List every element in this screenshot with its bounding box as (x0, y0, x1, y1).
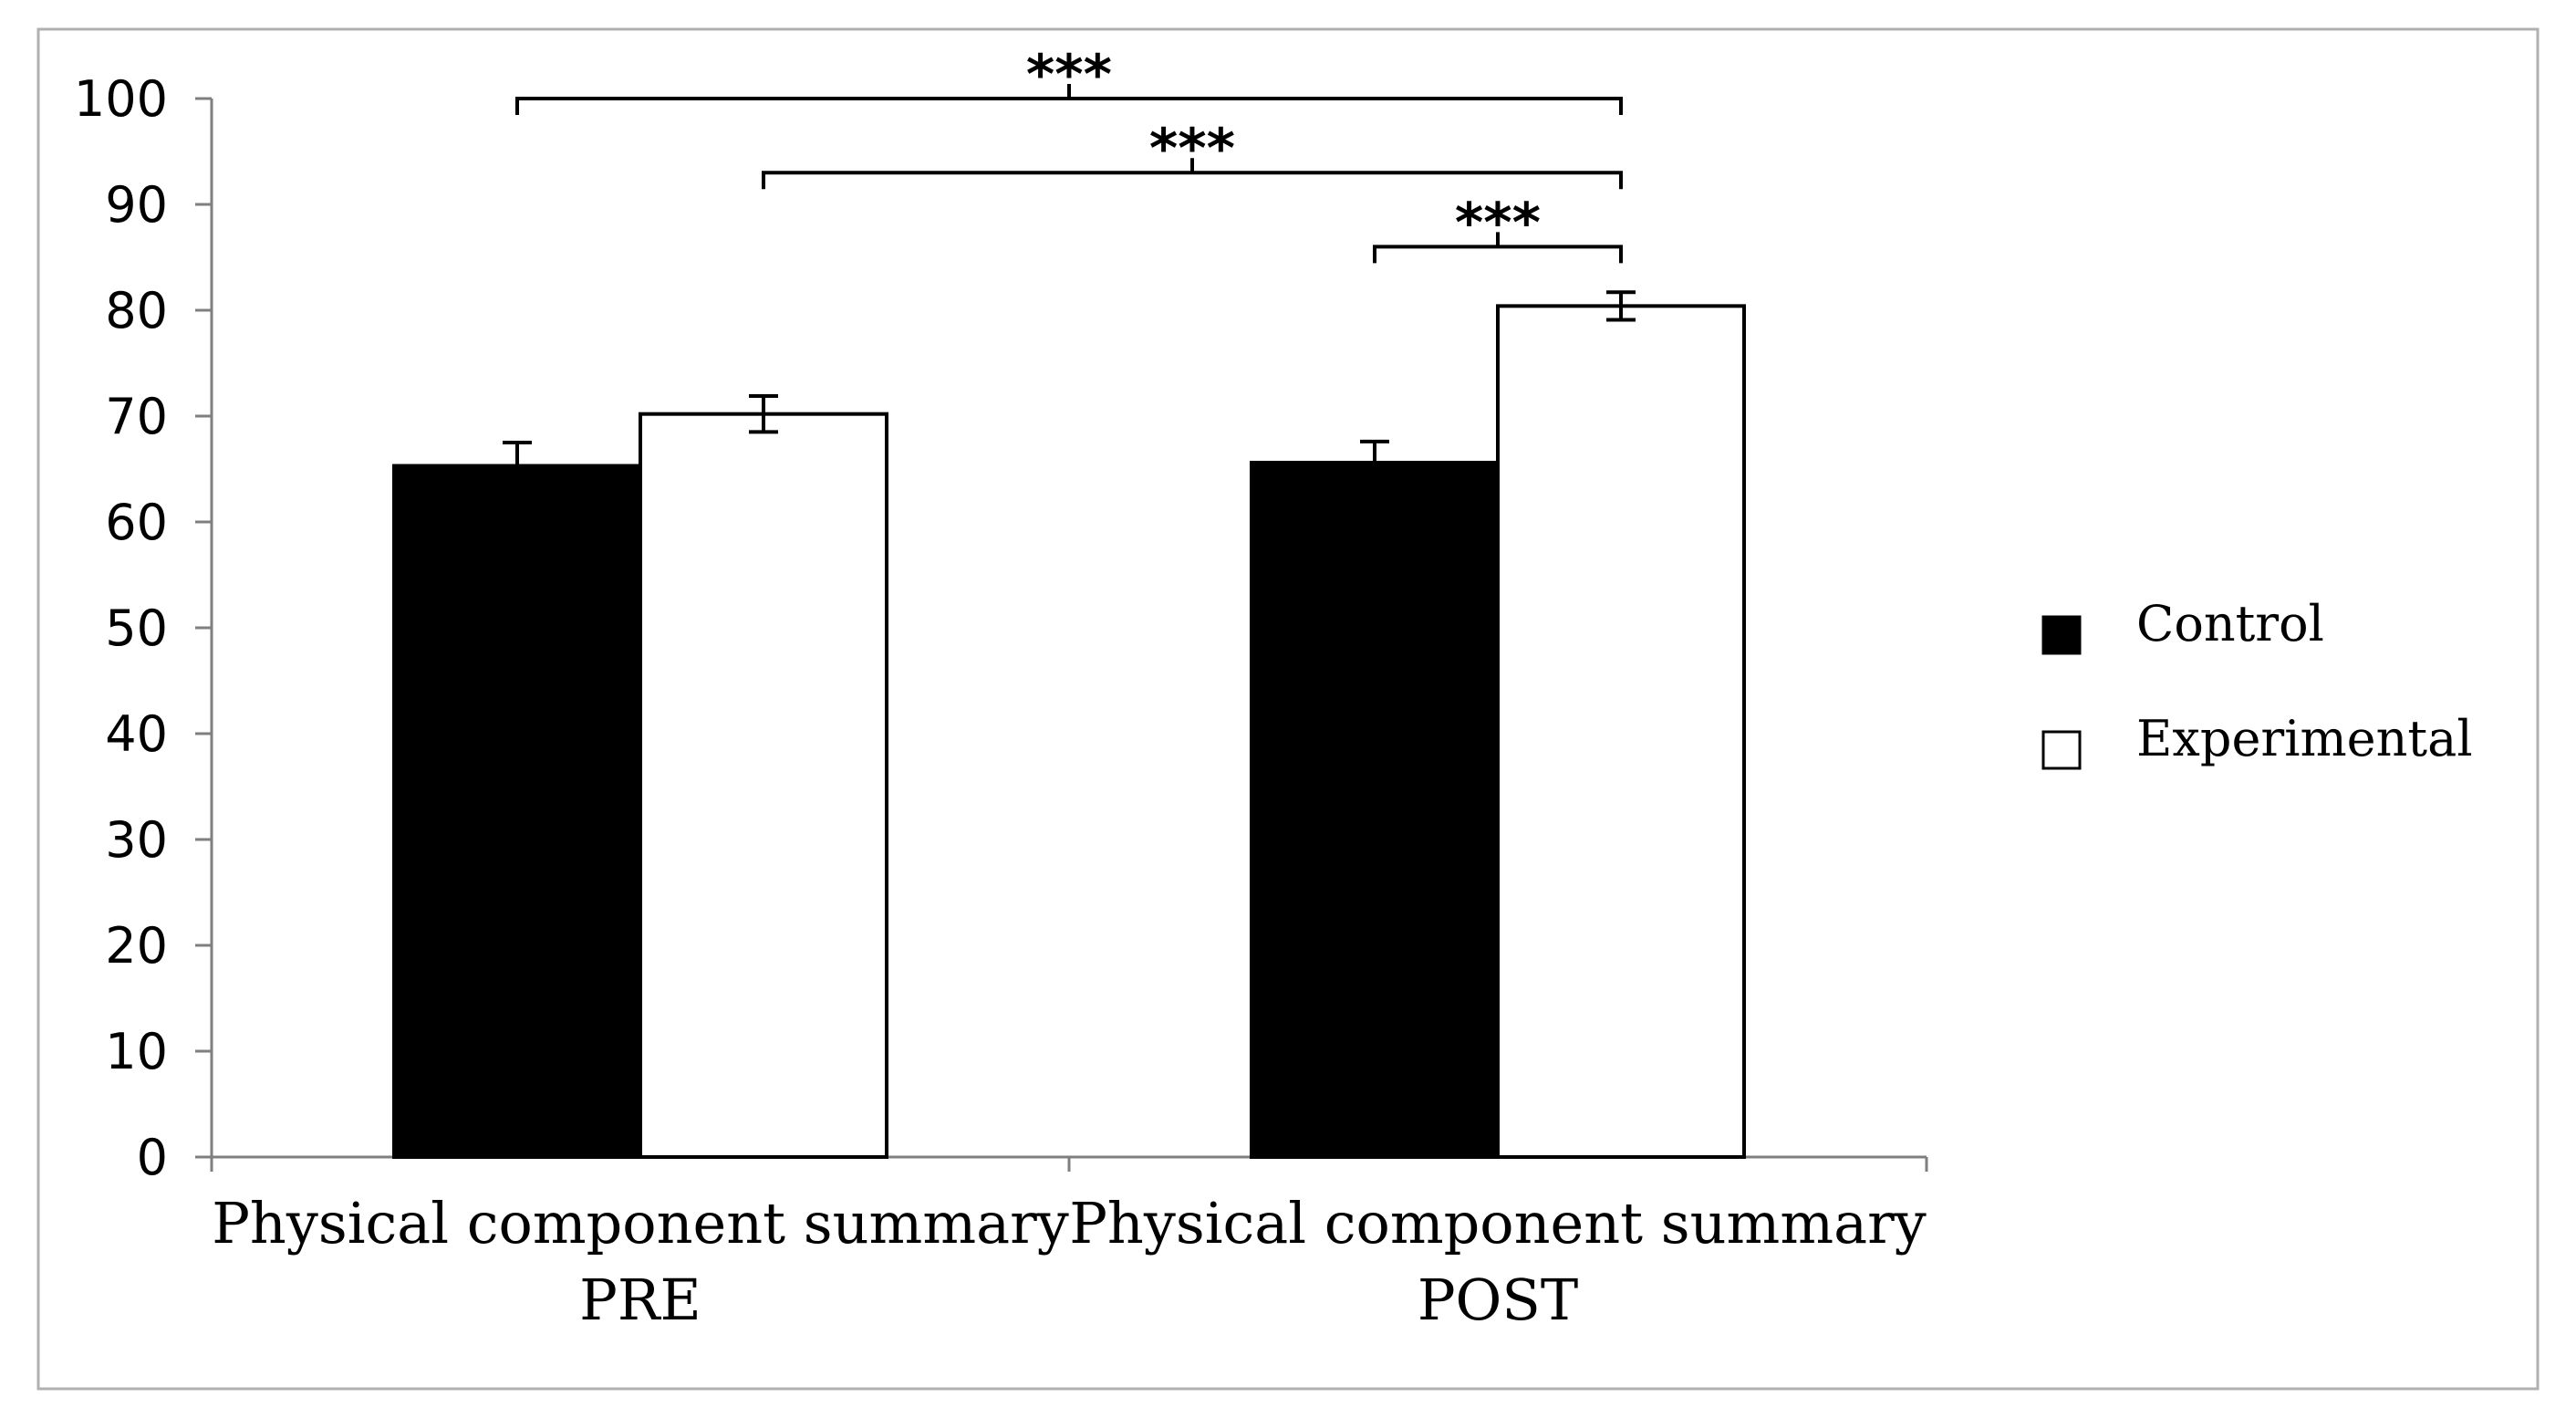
significance-brackets: *** *** *** (515, 43, 1623, 264)
figure-border (36, 27, 2540, 1391)
y-tick-label: 20 (105, 917, 168, 975)
bracket-line (762, 158, 1623, 190)
error-bar-experimental (1606, 290, 1636, 322)
y-tick-label: 100 (74, 70, 168, 128)
significance-label: *** (1149, 117, 1235, 181)
x-category-sublabel: PRE (579, 1267, 701, 1333)
y-tick-label: 50 (105, 600, 168, 657)
error-bar-control (503, 441, 532, 492)
y-tick-label: 80 (105, 282, 168, 339)
y-tick-label: 90 (105, 176, 168, 234)
significance-bracket: *** (515, 43, 1623, 115)
significance-label: *** (1026, 43, 1112, 107)
y-tick-label: 0 (137, 1129, 168, 1186)
x-category-label: Physical component summary (212, 1190, 1069, 1256)
bracket-line (515, 84, 1623, 115)
significance-bracket: *** (762, 117, 1623, 190)
error-bar-experimental (749, 393, 778, 434)
legend: Control Experimental (2041, 595, 2473, 770)
significance-bracket: *** (1373, 191, 1623, 264)
y-tick-label: 40 (105, 705, 168, 763)
bracket-line (1373, 232, 1623, 264)
y-tick-label: 60 (105, 494, 168, 551)
legend-item-control: Control (2041, 595, 2324, 655)
bar-control (1250, 461, 1500, 1160)
legend-label: Control (2136, 595, 2324, 652)
bars (392, 304, 1746, 1160)
x-category-label: Physical component summary (1069, 1190, 1927, 1256)
y-tick-label: 10 (105, 1023, 168, 1080)
legend-item-experimental: Experimental (2041, 710, 2473, 770)
y-axis: 0 10 20 30 40 50 60 70 80 90 100 (74, 70, 213, 1186)
y-tick-label: 30 (105, 811, 168, 869)
bar-control (392, 464, 642, 1159)
legend-swatch (2041, 730, 2082, 770)
legend-label: Experimental (2136, 710, 2473, 767)
y-tick-label: 70 (105, 388, 168, 445)
error-bar-control (1360, 439, 1389, 486)
bar-experimental (1496, 304, 1746, 1159)
error-bars (503, 290, 1636, 492)
x-category-sublabel: POST (1418, 1267, 1578, 1333)
bar-experimental (639, 412, 888, 1159)
significance-label: *** (1455, 191, 1541, 255)
legend-swatch (2041, 615, 2082, 655)
x-axis: Physical component summary PRE Physical co… (210, 1155, 1928, 1333)
